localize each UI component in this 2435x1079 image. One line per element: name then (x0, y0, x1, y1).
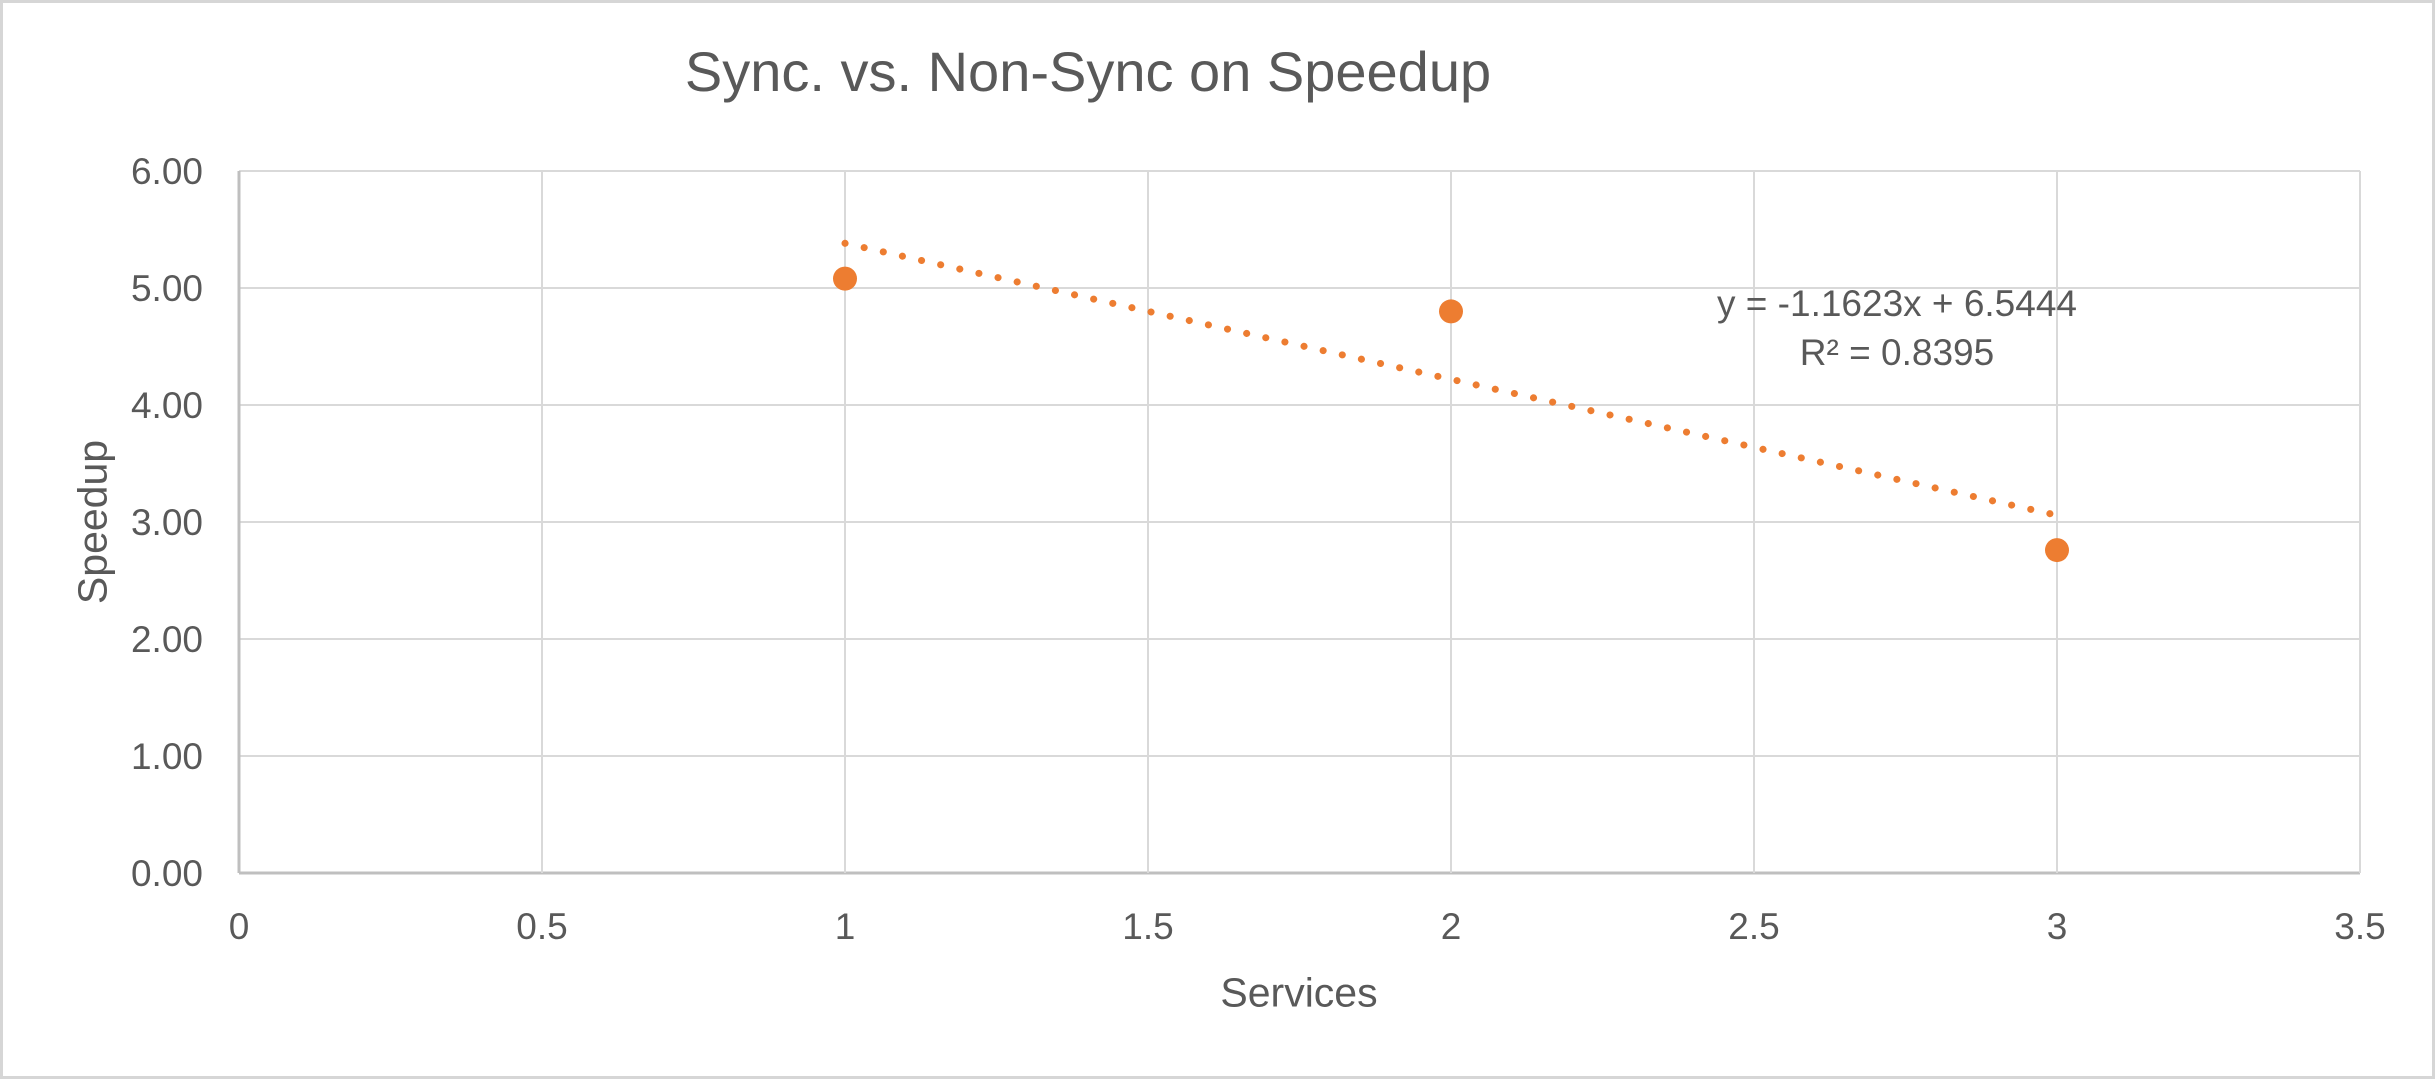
y-tick-label: 3.00 (131, 502, 203, 543)
x-axis-title: Services (1220, 969, 1378, 1016)
data-point (1439, 299, 1463, 324)
trendline-equation: y = -1.1623x + 6.5444 (1717, 283, 2077, 324)
x-tick-label: 1.5 (1122, 906, 1173, 947)
y-tick-label: 5.00 (131, 268, 203, 309)
x-tick-label: 3.5 (2334, 906, 2385, 947)
y-tick-label: 0.00 (131, 853, 203, 894)
chart-title: Sync. vs. Non-Sync on Speedup (684, 40, 1492, 103)
data-point (2045, 538, 2069, 563)
x-tick-label: 0 (229, 906, 250, 947)
x-tick-label: 0.5 (516, 906, 567, 947)
y-tick-label: 1.00 (131, 736, 203, 777)
y-tick-label: 6.00 (131, 151, 203, 192)
y-tick-label: 2.00 (131, 619, 203, 660)
x-tick-label: 2 (1441, 906, 1462, 947)
x-tick-label: 1 (835, 906, 856, 947)
x-tick-label: 2.5 (1728, 906, 1779, 947)
x-tick-label: 3 (2047, 906, 2068, 947)
data-point (833, 266, 857, 291)
y-tick-label: 4.00 (131, 385, 203, 426)
trendline-r-squared: R² = 0.8395 (1799, 332, 1995, 373)
y-axis-title: Speedup (69, 439, 116, 605)
trendline-label: y = -1.1623x + 6.5444 R² = 0.8395 (1717, 279, 2077, 377)
